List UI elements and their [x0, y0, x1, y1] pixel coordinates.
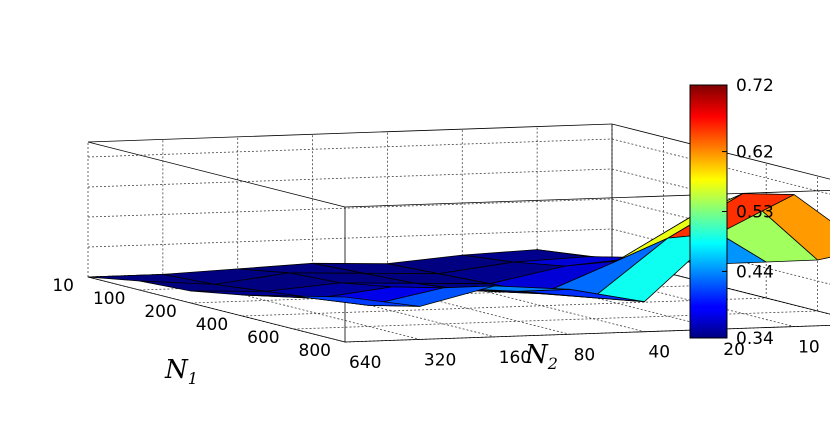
- box-edge-top-1: [87, 123, 613, 143]
- colorbar-tick-label-4: 0.34: [736, 329, 774, 349]
- grid-line-left-z-4: [87, 138, 613, 158]
- x-tick-label-0: 10: [52, 276, 74, 296]
- y-tick-label-2: 20: [723, 340, 745, 360]
- y-axis-title-sub: 2: [547, 354, 558, 373]
- y-tick-labels: 2 10 20 40 80 160 320 640: [349, 338, 820, 373]
- grid-line-back-z-4: [611, 138, 830, 195]
- x-tick-label-3: 400: [196, 315, 228, 335]
- x-tick-labels: 10 100 200 400 600 800: [52, 276, 331, 361]
- x-tick-label-5: 800: [299, 341, 331, 361]
- y-axis-line: [344, 324, 830, 343]
- grid-line-left-z-3: [87, 168, 613, 188]
- box-edge-top-3: [87, 141, 346, 208]
- y-tick-label-3: 40: [648, 343, 670, 363]
- x-axis-title-main: N: [164, 355, 189, 385]
- y-tick-label-1: 10: [798, 338, 820, 358]
- x-tick-label-2: 200: [144, 302, 176, 322]
- y-tick-label-6: 320: [424, 350, 456, 370]
- x-axis-line: [87, 276, 346, 343]
- y-axis-title-main: N: [524, 340, 549, 370]
- colorbar-tick-label-1: 0.62: [736, 143, 774, 163]
- x-axis-title: N1: [164, 355, 198, 388]
- colorbar-tick-label-3: 0.44: [736, 262, 774, 282]
- colorbar: [689, 84, 728, 339]
- grid-line-left-z-2: [87, 198, 613, 218]
- grid-line-left-z-1: [87, 228, 613, 248]
- box-edge-top-2: [344, 189, 830, 208]
- grid-line-floor-x-3: [242, 297, 767, 317]
- grid-line-floor-x-4: [293, 310, 818, 330]
- box-edge-top-0: [611, 123, 830, 180]
- surface-patch-4-0: [293, 295, 421, 307]
- colorbar-tick-label-2: 0.53: [736, 203, 774, 223]
- y-tick-label-4: 80: [574, 345, 596, 365]
- colorbar-tick-labels: 0.72 0.62 0.53 0.44 0.34: [722, 76, 774, 349]
- x-axis-title-sub: 1: [188, 369, 198, 388]
- y-tick-label-5: 160: [499, 348, 531, 368]
- colorbar-tick-label-0: 0.72: [736, 76, 774, 96]
- y-axis-title: N2: [524, 340, 558, 373]
- y-tick-label-7: 640: [349, 353, 381, 373]
- axis-layer: [87, 276, 830, 343]
- x-tick-label-1: 100: [93, 289, 125, 309]
- x-tick-label-4: 600: [247, 328, 279, 348]
